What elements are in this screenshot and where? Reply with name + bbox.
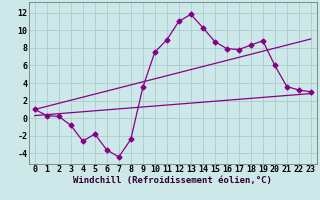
X-axis label: Windchill (Refroidissement éolien,°C): Windchill (Refroidissement éolien,°C) bbox=[73, 176, 272, 185]
